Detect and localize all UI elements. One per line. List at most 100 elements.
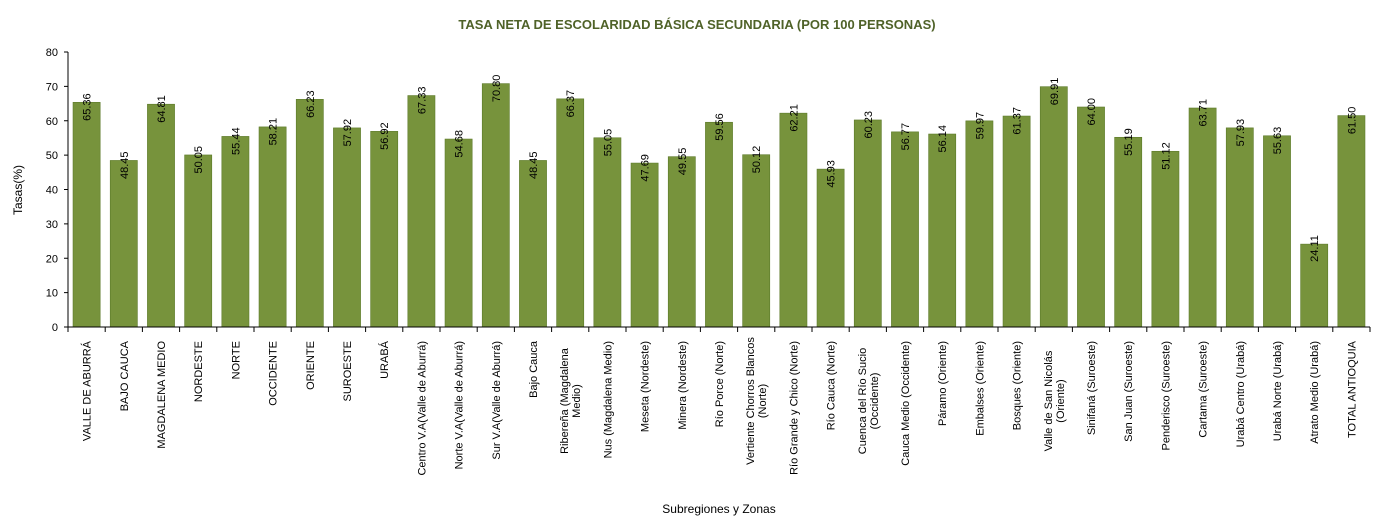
bar (816, 168, 845, 328)
data-label: 70.80 (491, 75, 503, 103)
data-label: 55.63 (1272, 127, 1284, 155)
data-label: 64.00 (1086, 98, 1098, 126)
data-label: 54.68 (454, 130, 466, 158)
category-label: Vertiente Chorros Blancos (745, 337, 757, 465)
category-label: Bosques (Oriente) (1012, 341, 1024, 430)
y-tick-label: 20 (46, 253, 58, 265)
category-label: Río Cauca (Norte) (826, 341, 838, 430)
y-tick-label: 30 (46, 219, 58, 231)
bar (407, 95, 436, 328)
category-label: Norte V.A(Valle de Aburrá) (454, 341, 466, 469)
bar (1039, 86, 1068, 328)
category-label: Atrato Medio (Urabá) (1309, 341, 1321, 444)
bar (519, 160, 547, 328)
bar (1263, 135, 1291, 328)
category-label: Cauca Medio (Occidente) (900, 341, 912, 466)
data-label: 56.77 (900, 123, 912, 151)
bar (221, 136, 250, 328)
y-tick-label: 10 (46, 288, 58, 300)
data-label: 66.37 (565, 90, 577, 118)
category-label: (Norte) (757, 384, 769, 418)
data-label: 51.12 (1160, 142, 1172, 170)
category-label: Meseta (Nordeste) (640, 341, 652, 432)
data-label: 48.45 (528, 151, 540, 179)
bar (1225, 127, 1254, 328)
y-tick-label: 50 (46, 150, 58, 162)
category-label: VALLE DE ABURRÁ (81, 340, 94, 441)
y-axis-label: Tasas(%) (11, 165, 25, 215)
data-label: 66.23 (305, 90, 317, 118)
category-label: URABÁ (378, 340, 391, 379)
data-label: 50.12 (751, 146, 763, 174)
category-label: Río Grande y Chico (Norte) (788, 341, 800, 475)
bar (891, 131, 919, 328)
data-label: 57.92 (342, 119, 354, 147)
data-label: 63.71 (1198, 99, 1210, 127)
data-label: 24.11 (1309, 235, 1321, 262)
bar (1114, 136, 1143, 328)
category-label: NORDESTE (193, 341, 205, 402)
data-label: 55.44 (230, 127, 242, 155)
data-label: 57.93 (1235, 119, 1247, 147)
bar (779, 112, 808, 328)
data-label: 49.55 (677, 148, 689, 176)
x-axis-label: Subregiones y Zonas (662, 502, 775, 516)
bar (1188, 107, 1217, 328)
category-label: (Occidente) (869, 373, 881, 430)
bar (147, 103, 175, 328)
category-label: Centro V.A(Valle de Aburrá) (416, 341, 428, 476)
bar (481, 83, 510, 328)
y-tick-label: 40 (46, 185, 58, 197)
category-label: SUROESTE (342, 341, 354, 402)
bar (295, 99, 324, 328)
category-label: (Oriente) (1055, 379, 1067, 422)
data-label: 59.56 (714, 113, 726, 141)
data-label: 58.21 (268, 118, 280, 146)
y-tick-label: 70 (46, 81, 58, 93)
data-label: 56.92 (379, 122, 391, 150)
chart-title: TASA NETA DE ESCOLARIDAD BÁSICA SECUNDAR… (458, 17, 935, 32)
data-label: 56.14 (937, 125, 949, 153)
bar (630, 162, 659, 328)
category-label: Minera (Nordeste) (677, 341, 689, 430)
data-label: 55.05 (602, 129, 614, 157)
bar (965, 120, 994, 328)
bar (333, 127, 361, 328)
data-label: 69.91 (1049, 78, 1061, 106)
category-label: San Juan (Suroeste) (1123, 341, 1135, 442)
bar (928, 133, 957, 328)
category-label: Penderisco (Suroeste) (1160, 341, 1172, 450)
data-label: 65.36 (82, 93, 94, 121)
bar (109, 160, 138, 328)
bar (184, 154, 213, 328)
data-label: 61.50 (1346, 107, 1358, 135)
category-label: Urabá Norte (Urabá) (1272, 341, 1284, 441)
bar (853, 119, 882, 328)
bar (444, 138, 473, 328)
category-label: NORTE (230, 341, 242, 379)
category-label: Páramo (Oriente) (937, 341, 949, 426)
data-label: 45.93 (826, 160, 838, 188)
category-label: Valle de San Nicolás (1043, 350, 1055, 451)
bar (1002, 115, 1031, 328)
category-label: Medio) (571, 384, 583, 418)
bar (72, 102, 101, 328)
category-label: Sinifaná (Suroeste) (1086, 341, 1098, 435)
category-label: ORIENTE (305, 341, 317, 390)
y-axis: 0 10 20 30 40 50 60 70 80 (46, 47, 69, 334)
y-tick-label: 80 (46, 47, 58, 59)
data-label: 59.97 (974, 112, 986, 140)
data-label: 64.81 (156, 95, 168, 123)
data-label: 62.21 (788, 104, 800, 132)
category-label: Urabá Centro (Urabá) (1235, 341, 1247, 447)
data-label: 61.37 (1012, 107, 1024, 135)
bar (1337, 115, 1366, 328)
bar (1077, 106, 1105, 328)
x-axis: VALLE DE ABURRÁ BAJO CAUCA MAGDALENA MEDIO… (67, 326, 1371, 476)
data-label: 55.19 (1123, 128, 1135, 156)
category-label: MAGDALENA MEDIO (156, 341, 168, 449)
y-tick-label: 0 (52, 322, 58, 334)
bar (1151, 150, 1180, 328)
category-label: Sur V.A(Valle de Aburrá) (491, 341, 503, 460)
